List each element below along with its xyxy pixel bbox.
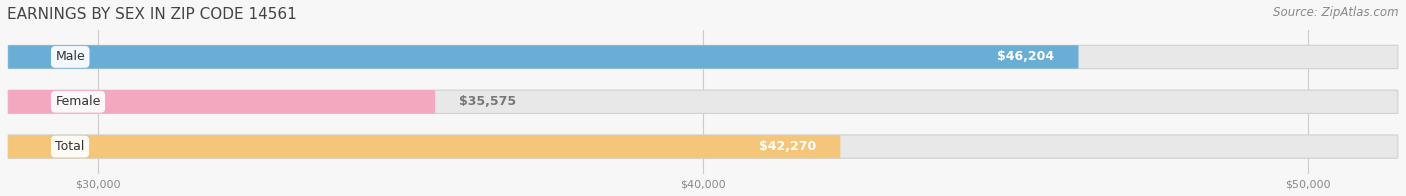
FancyBboxPatch shape bbox=[8, 90, 1398, 113]
Text: $42,270: $42,270 bbox=[759, 140, 817, 153]
FancyBboxPatch shape bbox=[8, 45, 1398, 69]
Text: Source: ZipAtlas.com: Source: ZipAtlas.com bbox=[1274, 6, 1399, 19]
Text: Female: Female bbox=[55, 95, 101, 108]
FancyBboxPatch shape bbox=[8, 90, 436, 113]
Text: Total: Total bbox=[55, 140, 84, 153]
FancyBboxPatch shape bbox=[8, 135, 1398, 158]
FancyBboxPatch shape bbox=[8, 135, 841, 158]
FancyBboxPatch shape bbox=[8, 45, 1078, 69]
Text: $35,575: $35,575 bbox=[460, 95, 516, 108]
Text: $46,204: $46,204 bbox=[997, 50, 1054, 64]
Text: Male: Male bbox=[55, 50, 86, 64]
Text: EARNINGS BY SEX IN ZIP CODE 14561: EARNINGS BY SEX IN ZIP CODE 14561 bbox=[7, 7, 297, 22]
